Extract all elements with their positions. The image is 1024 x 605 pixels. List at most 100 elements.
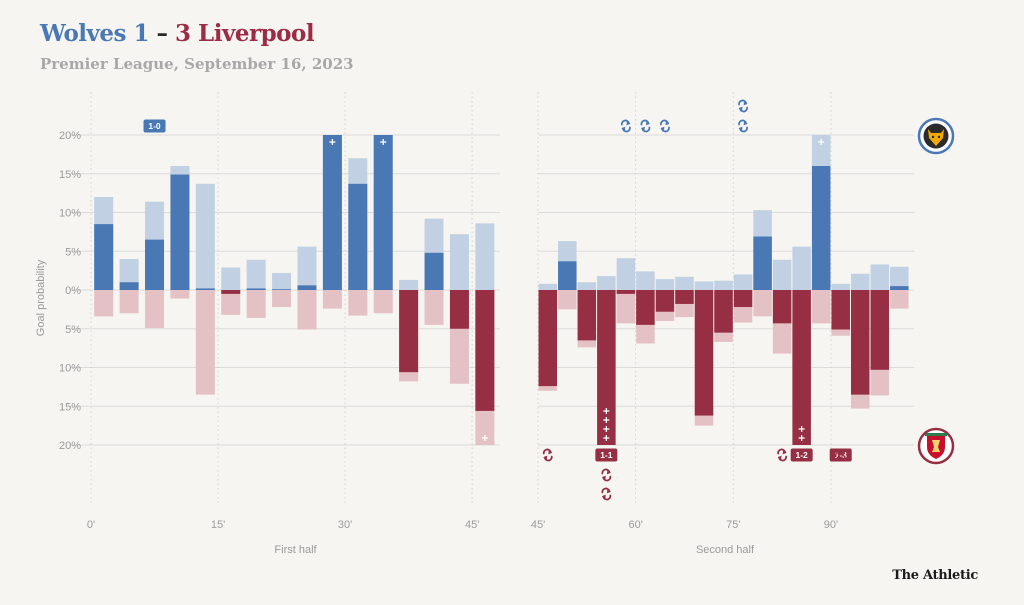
y-tick-label: 5% [65,324,81,336]
x-tick-label: 45' [531,519,545,531]
y-tick-label: 15% [59,401,81,413]
away-probability-bar [655,290,675,312]
away-probability-bar-light [811,290,831,324]
y-tick-label: 0% [65,285,81,297]
away-probability-bar-light [373,290,393,314]
home-probability-bar [348,183,368,290]
away-probability-bar [221,290,241,294]
away-probability-bar [831,290,850,330]
goal-marker-icon [603,417,610,423]
away-probability-bar [792,290,811,445]
away-probability-bar [538,290,558,387]
goal-marker-icon [818,139,825,145]
score-badge [790,448,813,462]
x-tick-label: 90' [824,519,838,531]
goal-marker-icon [329,139,336,145]
score-separator: – [156,20,169,47]
x-tick-label: 60' [628,519,642,531]
x-tick-label: 75' [726,519,740,531]
y-tick-label: 10% [59,208,81,220]
score-badge [829,448,852,462]
home-probability-bar [373,135,393,290]
away-probability-bar-light [616,290,636,324]
away-probability-bar-light [890,290,909,309]
away-probability-bar [694,290,714,416]
x-tick-label: 0' [87,519,95,531]
substitution-icon [542,448,553,462]
home-probability-bar [297,285,317,290]
goal-marker-icon [603,426,610,432]
home-probability-bar-light [733,274,753,290]
away-probability-bar-light [297,290,317,330]
away-team-score: 3 Liverpool [175,20,315,47]
away-probability-bar-light [94,290,114,317]
home-probability-bar [424,252,444,290]
home-probability-bar-light [616,258,636,290]
away-probability-bar [597,290,616,445]
home-probability-bar-light [195,183,215,290]
away-probability-bar [636,290,655,325]
away-probability-bar [850,290,870,395]
home-probability-bar-light [221,267,241,290]
away-probability-bar [733,290,753,308]
home-probability-bar [170,174,190,290]
substitution-icon [640,119,651,133]
away-probability-bar-light [246,290,266,318]
x-axis-label: Second half [696,544,755,556]
away-probability-bar-light [348,290,368,316]
x-axis-label: First half [274,544,317,556]
score-label: 1-3 [835,450,848,460]
home-probability-bar-light [714,280,733,290]
score-label: 1-0 [148,121,161,131]
goal-marker-icon [603,408,610,414]
home-probability-bar-light [850,273,870,290]
away-probability-bar [675,290,694,304]
substitution-icon [660,119,670,133]
goal-marker-icon [603,435,610,441]
away-probability-bar [577,290,597,341]
away-probability-bar-light [119,290,139,314]
away-probability-bar-light [272,290,292,308]
home-probability-bar-light [694,281,714,290]
away-probability-bar-light [221,290,241,315]
home-probability-bar-light [597,276,616,290]
away-probability-bar-light [145,290,165,328]
home-probability-bar [558,261,577,290]
home-probability-bar-light [399,279,419,290]
home-probability-bar-light [870,264,890,290]
home-probability-bar-light [636,271,655,290]
chart-title: Wolves 1 – 3 Liverpool [40,20,315,47]
away-probability-bar [475,290,495,411]
home-probability-bar [811,166,831,290]
goal-marker-icon [798,426,805,432]
away-probability-bar-light [558,290,577,310]
home-probability-bar-light [449,234,469,290]
home-probability-bar [890,286,909,290]
away-probability-bar [449,290,469,329]
goal-marker-icon [798,435,805,441]
away-probability-bar-light [170,290,190,299]
x-tick-label: 30' [338,519,352,531]
home-probability-bar-light [538,283,558,290]
home-probability-bar-light [655,279,675,290]
y-tick-label: 20% [59,130,81,142]
home-probability-bar [753,236,772,290]
goal-marker-icon [380,139,387,145]
score-label: 1-1 [600,450,613,460]
substitution-icon [620,119,631,133]
away-probability-bar-light [424,290,444,325]
home-probability-bar-light [475,223,495,290]
goal-marker-icon [481,435,488,441]
y-axis-label: Goal probability [35,259,47,336]
substitution-icon [601,487,612,501]
home-probability-bar-light [772,259,792,290]
home-probability-bar-light [792,246,811,290]
substitution-icon [835,448,846,462]
publisher-logo: The Athletic [892,568,978,583]
away-probability-bar-light [322,290,342,309]
home-probability-bar [94,224,114,290]
liverpool-badge-icon [917,427,955,465]
chart-subtitle: Premier League, September 16, 2023 [40,55,354,73]
y-tick-label: 15% [59,169,81,181]
x-tick-label: 45' [465,519,479,531]
